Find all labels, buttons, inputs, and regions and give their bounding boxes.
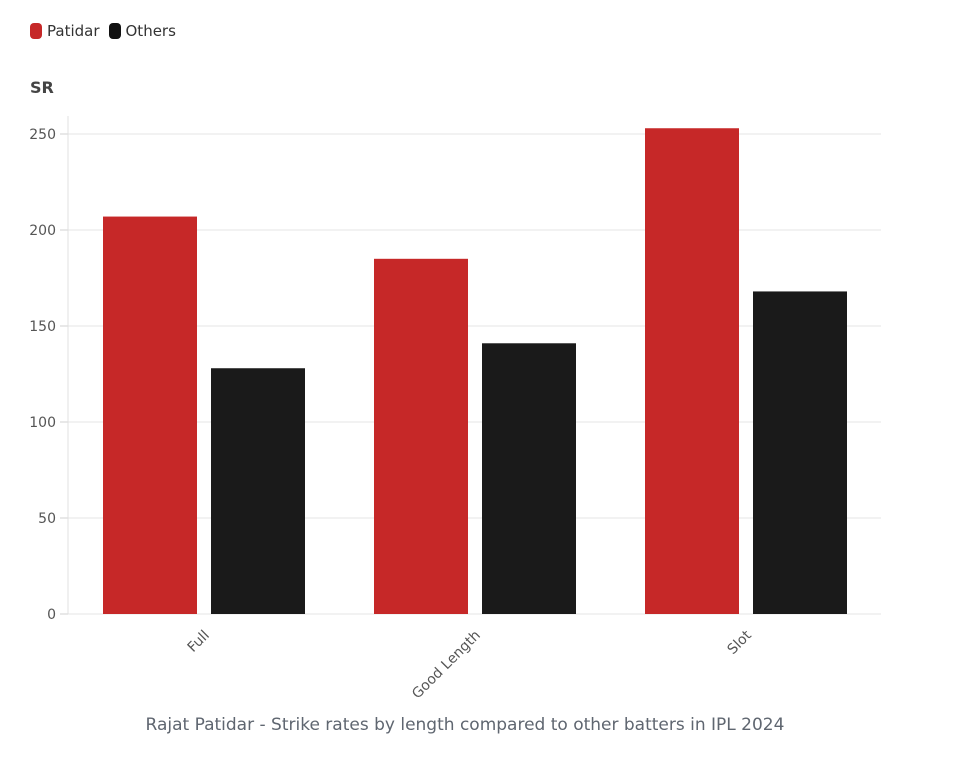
bars [103,128,847,615]
bar-others-full[interactable] [211,368,305,614]
y-tick-label-0: 0 [47,607,56,623]
legend-label-others: Others [125,22,176,40]
y-tick-label-100: 100 [29,415,56,431]
bar-patidar-good-length[interactable] [374,258,468,614]
x-tick-label-good-length: Good Length [409,628,484,703]
y-tick-label-250: 250 [29,127,56,143]
chart-caption: Rajat Patidar - Strike rates by length c… [145,715,785,735]
y-tick-labels: 0 50 100 150 200 250 [29,127,56,623]
bar-patidar-slot[interactable] [645,128,739,615]
legend-swatch-others [108,23,121,39]
legend-item-others[interactable]: Others [108,22,176,40]
x-tick-label-slot: Slot [725,627,756,658]
y-tick-label-150: 150 [29,319,56,335]
legend-label-patidar: Patidar [47,22,100,40]
y-tick-label-50: 50 [38,511,56,527]
bar-others-slot[interactable] [753,291,847,614]
legend-item-patidar[interactable]: Patidar [30,22,100,40]
bar-others-good-length[interactable] [482,343,576,614]
y-axis-label: SR [30,78,54,97]
y-tick-label-200: 200 [29,223,56,239]
x-tick-label-full: Full [185,628,213,656]
gridlines [60,116,881,615]
legend-swatch-patidar [30,23,42,39]
legend: Patidar Others [30,22,185,40]
x-tick-labels: Full Good Length Slot [185,627,756,702]
bar-patidar-full[interactable] [103,216,197,614]
